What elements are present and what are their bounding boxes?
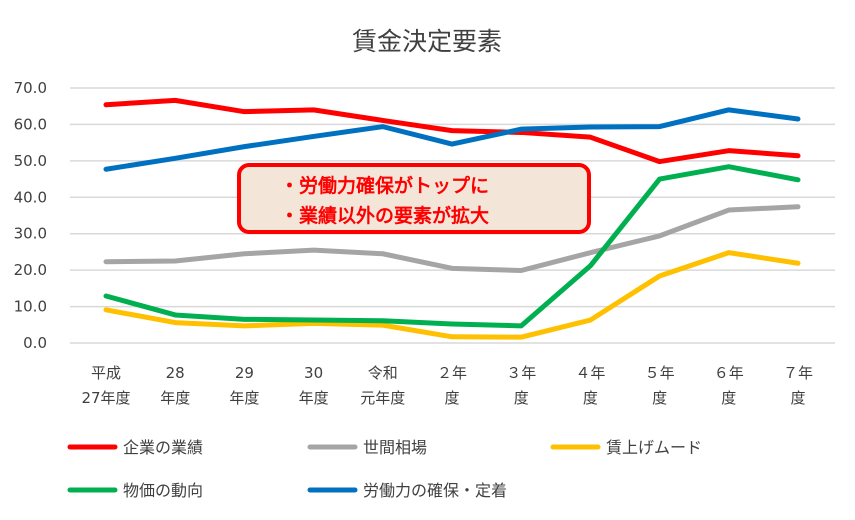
legend-item: 企業の業績 bbox=[67, 438, 203, 457]
y-tick-label: 60.0 bbox=[14, 115, 47, 133]
legend-item: 物価の動向 bbox=[67, 481, 203, 500]
y-tick-label: 30.0 bbox=[14, 225, 47, 243]
x-tick-label: 度 bbox=[721, 389, 736, 407]
series-lines bbox=[103, 97, 801, 340]
x-tick-label: 30 bbox=[304, 364, 323, 382]
series-line-2 bbox=[103, 250, 801, 340]
x-tick-label: 度 bbox=[583, 389, 598, 407]
x-tick-label: ６年 bbox=[714, 364, 744, 382]
y-tick-label: 70.0 bbox=[14, 79, 47, 97]
x-tick-label: 平成 bbox=[91, 364, 121, 382]
callout-background bbox=[237, 163, 591, 234]
y-axis-ticks: 0.0 10.0 20.0 30.0 40.0 50.0 60.0 70.0 bbox=[14, 79, 47, 352]
series-line-0 bbox=[103, 97, 801, 165]
x-tick-label: ２年 bbox=[437, 364, 467, 382]
legend-label: 世間相場 bbox=[363, 438, 427, 457]
x-tick-label: 27年度 bbox=[81, 389, 130, 407]
series-line-4 bbox=[103, 107, 801, 172]
legend-label: 企業の業績 bbox=[123, 438, 203, 457]
x-tick-label: ７年 bbox=[783, 364, 813, 382]
callout-box: ・労働力確保がトップに ・業績以外の要素が拡大 bbox=[237, 163, 591, 234]
series-line-1 bbox=[103, 204, 801, 274]
x-tick-label: 29 bbox=[235, 364, 254, 382]
x-tick-label: 年度 bbox=[229, 389, 259, 407]
x-tick-label: 度 bbox=[444, 389, 459, 407]
legend-label: 賃上げムード bbox=[606, 438, 702, 457]
x-tick-label: ３年 bbox=[506, 364, 536, 382]
y-tick-label: 20.0 bbox=[14, 261, 47, 279]
x-tick-label: 度 bbox=[514, 389, 529, 407]
legend-label: 労働力の確保・定着 bbox=[363, 481, 507, 500]
callout-line-1: ・労働力確保がトップに bbox=[280, 174, 489, 197]
callout-line-2: ・業績以外の要素が拡大 bbox=[280, 204, 489, 227]
y-tick-label: 40.0 bbox=[14, 188, 47, 206]
legend-item: 労働力の確保・定着 bbox=[307, 481, 507, 500]
legend-label: 物価の動向 bbox=[123, 481, 203, 500]
x-tick-label: ５年 bbox=[645, 364, 675, 382]
legend-item: 世間相場 bbox=[307, 438, 427, 457]
x-tick-label: 年度 bbox=[160, 389, 190, 407]
y-tick-label: 10.0 bbox=[14, 298, 47, 316]
legend-item: 賃上げムード bbox=[550, 438, 702, 457]
series-line-3 bbox=[103, 164, 801, 329]
x-tick-label: 令和 bbox=[368, 364, 398, 382]
y-tick-label: 0.0 bbox=[23, 334, 47, 352]
x-tick-label: 元年度 bbox=[360, 389, 405, 407]
y-tick-label: 50.0 bbox=[14, 152, 47, 170]
x-tick-label: 年度 bbox=[299, 389, 329, 407]
x-tick-label: 28 bbox=[166, 364, 185, 382]
x-tick-label: 度 bbox=[652, 389, 667, 407]
x-tick-label: 度 bbox=[790, 389, 805, 407]
chart-title: 賃金決定要素 bbox=[352, 27, 502, 56]
x-tick-label: ４年 bbox=[575, 364, 605, 382]
